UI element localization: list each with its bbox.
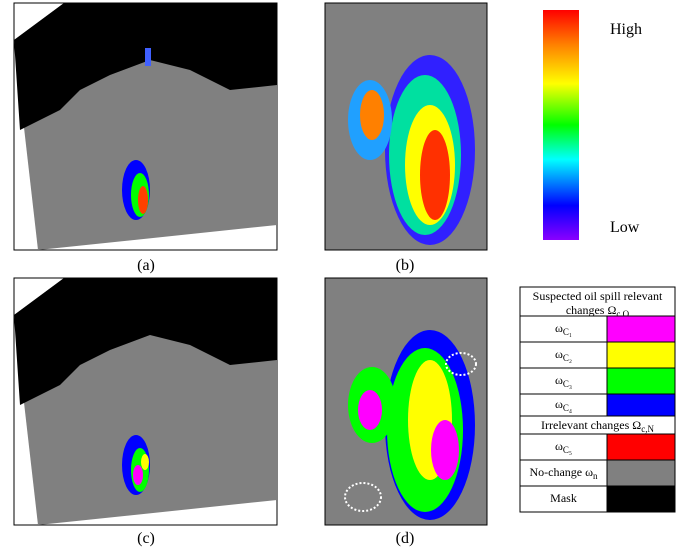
legend-text: Irrelevant changes Ωc,N (541, 418, 654, 434)
legend-main: ω (555, 373, 563, 387)
legend-text: ωC₂ (555, 347, 572, 363)
legend-main: No-change ω (529, 465, 593, 479)
panel-a (13, 2, 278, 251)
legend-swatch (606, 341, 676, 369)
colorbar-high: High (610, 21, 642, 38)
panel-c (13, 277, 278, 526)
panel-label: (b) (396, 257, 415, 274)
legend-sub: C₅ (563, 445, 572, 455)
legend-main: Mask (550, 491, 577, 505)
legend-table: Suspected oil spill relevant changes Ωc,O… (519, 286, 676, 513)
legend-sub: C₄ (563, 403, 572, 413)
legend-swatch (606, 433, 676, 461)
legend-main: ω (555, 347, 563, 361)
legend-text: ωC₄ (555, 397, 572, 413)
panel-label: (c) (137, 530, 155, 547)
panel-label: (a) (137, 257, 155, 274)
legend-swatch (606, 315, 676, 343)
legend-sub: C₁ (563, 327, 572, 337)
panel-label: (d) (396, 530, 415, 547)
legend-swatch (606, 367, 676, 395)
legend-main: ω (555, 439, 563, 453)
legend-sub: C₃ (563, 379, 572, 389)
legend-main: ω (555, 397, 563, 411)
legend-text: ωC₁ (555, 321, 572, 337)
legend-text: Mask (550, 491, 577, 505)
legend-sub: c,N (641, 424, 654, 434)
legend-header: Suspected oil spill relevant changes Ωc,O (533, 289, 663, 319)
legend-main: Irrelevant changes Ω (541, 418, 641, 432)
legend-main: ω (555, 321, 563, 335)
colorbar (543, 10, 579, 240)
legend-swatch (606, 485, 676, 513)
panel-d (324, 277, 488, 526)
legend-sub: n (593, 471, 598, 481)
legend-text: ωC₅ (555, 439, 572, 455)
panel-b (324, 2, 488, 251)
legend-sub: C₂ (563, 353, 572, 363)
legend-main: Suspected oil spill relevant (533, 289, 663, 303)
legend-swatch (606, 459, 676, 487)
legend-text: No-change ωn (529, 465, 598, 481)
legend-swatch (606, 393, 676, 417)
legend-sub: c,O (616, 309, 629, 319)
legend-text: ωC₃ (555, 373, 572, 389)
legend-main: changes Ω (566, 303, 617, 317)
colorbar-low: Low (610, 219, 640, 236)
